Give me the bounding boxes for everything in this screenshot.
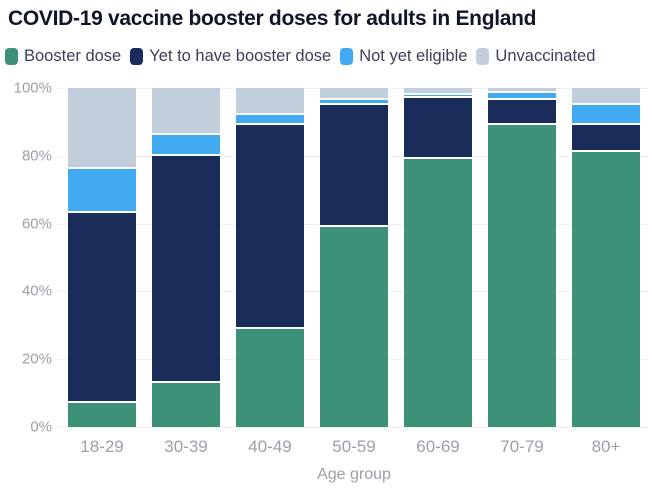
segment-50-59-unvaccinated: [320, 88, 388, 100]
segment-60-69-unvaccinated: [404, 88, 472, 95]
segment-50-59-booster-dose: [320, 227, 388, 427]
bars-row: [60, 88, 648, 427]
x-tick-label-50-59: 50-59: [332, 437, 376, 456]
segment-30-39-unvaccinated: [152, 88, 220, 136]
x-axis: 18-29 30-39 40-49 50-59 60-69 70-79 80+: [60, 437, 648, 457]
segment-80+-unvaccinated: [572, 88, 640, 105]
segment-18-29-unvaccinated: [68, 88, 136, 170]
x-axis-title: Age group: [317, 466, 391, 483]
segment-70-79-unvaccinated: [488, 88, 556, 94]
segment-18-29-booster-dose: [68, 403, 136, 427]
legend-label: Yet to have booster dose: [149, 47, 332, 65]
legend-item-2: Not yet eligible: [340, 47, 467, 66]
segment-30-39-not-yet-eligible: [152, 135, 220, 156]
segment-60-69-not-yet-eligible: [404, 94, 472, 99]
segment-50-59-yet-to-have-booster-dose: [320, 104, 388, 227]
segment-80+-yet-to-have-booster-dose: [572, 125, 640, 153]
y-tick-label: 80%: [21, 147, 52, 165]
segment-70-79-yet-to-have-booster-dose: [488, 99, 556, 126]
legend-label: Unvaccinated: [495, 47, 596, 65]
x-tick-label-30-39: 30-39: [164, 437, 208, 456]
chart-title: COVID-19 vaccine booster doses for adult…: [8, 7, 537, 30]
y-tick-label: 100%: [13, 79, 52, 97]
y-tick-label: 20%: [21, 350, 52, 368]
legend-item-1: Yet to have booster dose: [130, 47, 331, 66]
x-tick-label-60-69: 60-69: [416, 437, 460, 456]
legend-swatch-icon: [476, 48, 490, 65]
segment-80+-not-yet-eligible: [572, 104, 640, 126]
y-tick-label: 40%: [21, 282, 52, 300]
legend: Booster dose Yet to have booster dose Not …: [5, 47, 595, 66]
segment-30-39-yet-to-have-booster-dose: [152, 155, 220, 383]
segment-18-29-not-yet-eligible: [68, 169, 136, 214]
segment-60-69-booster-dose: [404, 159, 472, 427]
segment-40-49-booster-dose: [236, 328, 304, 427]
segment-70-79-not-yet-eligible: [488, 93, 556, 100]
segment-40-49-not-yet-eligible: [236, 115, 304, 126]
gridline: [57, 427, 649, 428]
legend-item-3: Unvaccinated: [476, 47, 595, 66]
legend-swatch-icon: [5, 48, 18, 65]
segment-18-29-yet-to-have-booster-dose: [68, 213, 136, 404]
legend-swatch-icon: [130, 48, 144, 65]
segment-40-49-unvaccinated: [236, 88, 304, 116]
segment-80+-booster-dose: [572, 152, 640, 427]
bar-18-29: [68, 88, 136, 427]
bar-40-49: [236, 88, 304, 427]
legend-swatch-icon: [340, 48, 354, 65]
legend-item-0: Booster dose: [5, 47, 121, 66]
bar-80+: [572, 88, 640, 427]
x-tick-label-18-29: 18-29: [80, 437, 124, 456]
x-tick-label-40-49: 40-49: [248, 437, 292, 456]
bar-30-39: [152, 88, 220, 427]
bar-60-69: [404, 88, 472, 427]
segment-60-69-yet-to-have-booster-dose: [404, 98, 472, 160]
y-tick-label: 0%: [30, 418, 52, 436]
bar-70-79: [488, 88, 556, 427]
x-tick-label-80+: 80+: [591, 437, 621, 456]
bar-50-59: [320, 88, 388, 427]
legend-label: Booster dose: [24, 47, 122, 65]
segment-50-59-not-yet-eligible: [320, 99, 388, 105]
x-tick-label-70-79: 70-79: [500, 437, 544, 456]
y-tick-label: 60%: [21, 215, 52, 233]
segment-70-79-booster-dose: [488, 125, 556, 427]
legend-label: Not yet eligible: [359, 47, 468, 65]
segment-30-39-booster-dose: [152, 382, 220, 427]
segment-40-49-yet-to-have-booster-dose: [236, 125, 304, 329]
